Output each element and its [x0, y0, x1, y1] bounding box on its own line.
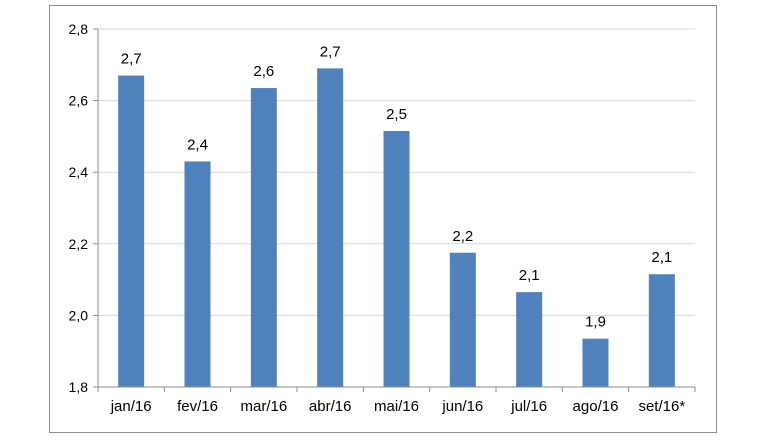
bar: [317, 68, 344, 387]
x-tick-label: set/16*: [638, 398, 685, 415]
data-label: 2,1: [519, 267, 540, 284]
bars: [118, 68, 675, 387]
bar: [648, 274, 675, 387]
data-label: 2,5: [386, 106, 407, 123]
x-tick-label: jan/16: [110, 398, 152, 415]
y-tick-label: 2,6: [69, 93, 89, 109]
x-tick-label: abr/16: [309, 398, 352, 415]
bar: [449, 252, 476, 387]
x-tick-label: jun/16: [441, 398, 483, 415]
x-tick-label: fev/16: [177, 398, 218, 415]
axes: [93, 28, 696, 392]
y-tick-label: 2,8: [69, 21, 89, 37]
bar: [582, 338, 609, 387]
bar: [383, 131, 410, 387]
bar: [516, 292, 543, 387]
x-tick-label: jul/16: [510, 398, 547, 415]
x-tick-label: mai/16: [374, 398, 419, 415]
bar: [250, 88, 277, 387]
y-tick-label: 2,0: [69, 307, 89, 323]
bar: [118, 75, 145, 387]
data-label: 2,2: [452, 228, 473, 245]
data-label: 2,4: [187, 136, 208, 153]
x-tick-label: ago/16: [573, 398, 619, 415]
y-tick-label: 2,2: [69, 236, 89, 252]
y-tick-label: 2,4: [69, 164, 89, 180]
y-tick-label: 1,8: [69, 379, 89, 395]
data-label: 2,1: [651, 249, 672, 266]
data-label: 2,7: [320, 43, 341, 60]
labels: 1,8 2,0 2,2 2,4 2,6 2,8 2,7 jan/16 2,4 fev/16 2,6 m…: [69, 21, 686, 415]
data-label: 2,6: [253, 63, 274, 80]
data-label: 1,9: [585, 314, 606, 331]
x-tick-label: mar/16: [240, 398, 287, 415]
data-label: 2,7: [121, 51, 142, 68]
bar: [184, 161, 211, 387]
